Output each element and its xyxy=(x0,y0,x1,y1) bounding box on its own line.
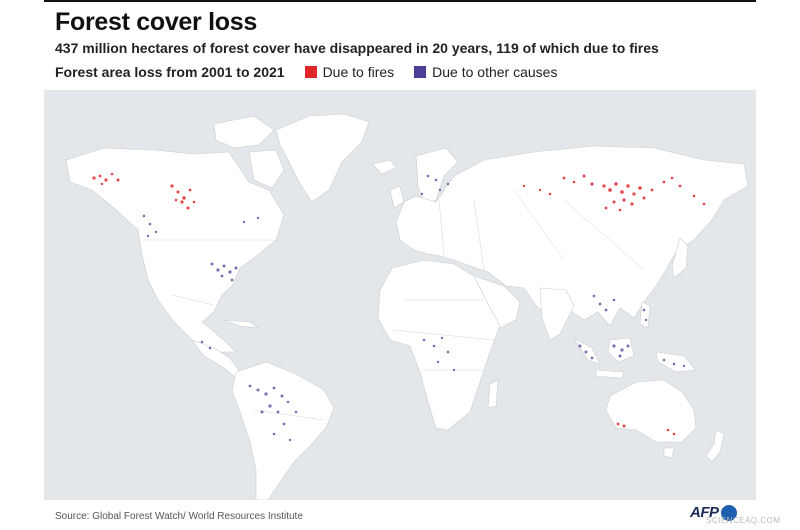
subtitle: 437 million hectares of forest cover hav… xyxy=(55,40,659,56)
legend-title: Forest area loss from 2001 to 2021 xyxy=(55,64,285,80)
landmass-tasmania xyxy=(663,447,675,459)
landmass-greenland xyxy=(275,113,370,203)
landmass-cuba xyxy=(223,319,260,329)
landmass-java xyxy=(595,369,625,379)
landmass-britain xyxy=(389,185,405,209)
landmass-arctic-islands xyxy=(213,115,275,149)
landmass-north-america xyxy=(65,147,285,353)
watermark: SCIENCEAQ.COM xyxy=(706,516,781,525)
landmass-philippines xyxy=(639,301,651,329)
landmass-madagascar xyxy=(487,379,499,409)
world-map-svg xyxy=(65,113,749,500)
fire-loss-clusters xyxy=(92,172,706,436)
legend-label-fires: Due to fires xyxy=(322,64,395,80)
landmass-iceland xyxy=(371,159,397,175)
legend: Forest area loss from 2001 to 2021 Due t… xyxy=(55,64,577,80)
page-title: Forest cover loss xyxy=(55,8,257,36)
landmass-new-guinea xyxy=(655,351,697,373)
other-loss-clusters xyxy=(142,174,686,442)
landmass-south-america xyxy=(231,361,335,500)
afp-logo-circle xyxy=(720,504,737,521)
world-map xyxy=(44,90,756,500)
landmass-japan xyxy=(671,237,689,279)
legend-label-other: Due to other causes xyxy=(432,64,558,80)
afp-logo-text: AFP xyxy=(690,504,719,521)
legend-swatch-other xyxy=(414,66,427,78)
landmass-scandinavia xyxy=(415,147,459,205)
afp-logo: AFP xyxy=(690,504,737,521)
legend-item-fires: Due to fires xyxy=(304,64,395,80)
landmass-india xyxy=(539,287,575,341)
landmass-africa xyxy=(377,259,501,431)
top-rule xyxy=(44,0,756,2)
landmass-baffin xyxy=(248,149,285,189)
source-note: Source: Global Forest Watch/ World Resou… xyxy=(55,511,303,522)
landmass-eurasia xyxy=(395,145,749,327)
legend-swatch-fires xyxy=(304,66,317,78)
landmass-australia xyxy=(605,379,697,443)
legend-item-other: Due to other causes xyxy=(414,64,557,80)
landmass-new-zealand xyxy=(705,429,725,463)
